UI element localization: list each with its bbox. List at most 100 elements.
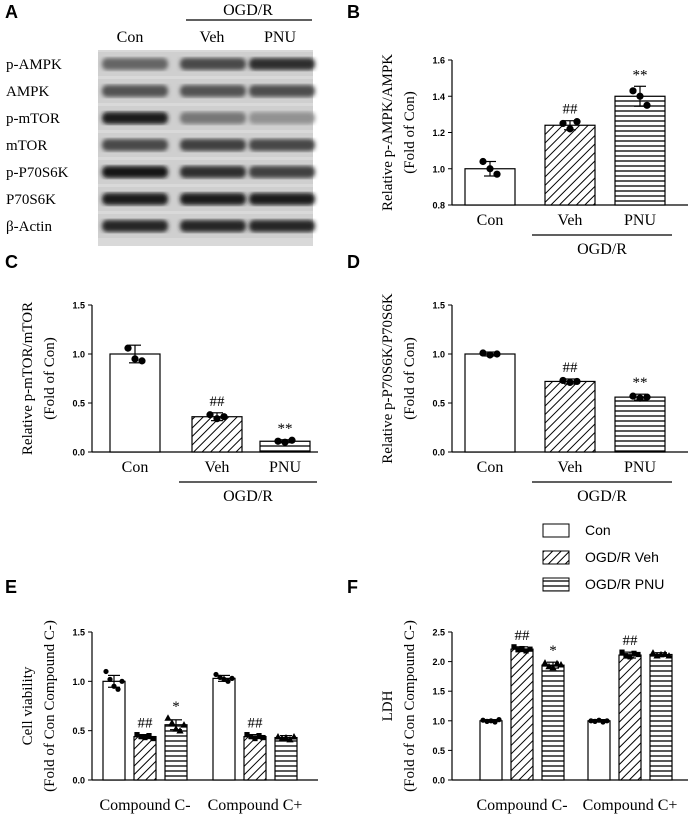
- data-point: [643, 101, 651, 109]
- bar: [212, 677, 236, 781]
- data-point: [643, 393, 651, 401]
- bar: [243, 735, 267, 781]
- bar: [274, 736, 298, 781]
- data-point: [274, 437, 282, 445]
- x-tick-label: PNU: [269, 459, 301, 476]
- significance-label: *: [549, 643, 557, 659]
- y-axis-label-unit: (Fold of Con Compound C-): [42, 620, 58, 792]
- y-axis-label: Relative p-P70S6K/P70S6K: [380, 293, 396, 464]
- data-point: [103, 668, 109, 675]
- data-point: [260, 734, 266, 741]
- bar: [164, 724, 188, 781]
- blot-band: [180, 58, 246, 70]
- data-point: [619, 649, 625, 655]
- y-tick-label: 0.0: [432, 448, 445, 458]
- data-point: [282, 733, 290, 741]
- blot-band: [249, 58, 315, 70]
- data-point: [286, 735, 294, 743]
- blot-row-label: p-P70S6K: [6, 165, 69, 181]
- y-tick-label: 0.5: [432, 746, 445, 756]
- data-point: [131, 355, 139, 363]
- chart-panel-e: 0.0 0.5 1.0 1.5 Cell viability (Fold of Con C…: [20, 620, 318, 814]
- data-point: [492, 719, 498, 725]
- y-axis-label-unit: (Fold of Con Compound C-): [402, 620, 418, 792]
- chart-panel-b: 0.8 1.0 1.2 1.4 1.6 Relative p-AMPK/AMPK (Fold…: [380, 54, 688, 258]
- data-point: [629, 87, 637, 95]
- data-point: [484, 718, 490, 724]
- y-tick-label: 1.5: [432, 301, 445, 311]
- y-tick-label: 1.4: [432, 92, 445, 102]
- x-tick-label: Veh: [558, 459, 583, 476]
- blot-band: [102, 58, 168, 70]
- data-point: [496, 717, 502, 723]
- x-group-label: OGD/R: [577, 241, 627, 258]
- blot-band: [102, 139, 168, 151]
- x-tick-label: Con: [477, 212, 504, 229]
- x-group-label: Compound C+: [208, 797, 303, 814]
- significance-label: ##: [248, 716, 264, 732]
- data-point: [627, 654, 633, 660]
- data-point: [479, 157, 487, 166]
- blot-band: [102, 220, 168, 232]
- x-group-label: Compound C-: [99, 797, 190, 814]
- data-point: [488, 718, 494, 724]
- blot-band: [249, 166, 315, 178]
- blot-band: [180, 220, 246, 232]
- blot-band: [249, 193, 315, 205]
- y-tick-label: 1.0: [432, 350, 445, 360]
- data-point: [213, 415, 221, 423]
- x-tick-label: PNU: [624, 212, 656, 229]
- data-point: [252, 735, 258, 742]
- panel-label-d: D: [347, 252, 360, 272]
- data-point: [493, 350, 501, 358]
- x-group-label: Compound C+: [583, 797, 678, 814]
- bar: [587, 720, 611, 781]
- significance-label: *: [172, 699, 180, 715]
- x-tick-label: Veh: [205, 459, 230, 476]
- bar: [479, 720, 503, 781]
- y-tick-label: 0.0: [432, 776, 445, 786]
- data-point: [288, 436, 296, 444]
- data-point: [221, 676, 227, 682]
- data-point: [635, 651, 641, 658]
- blot-band: [102, 112, 168, 124]
- legend-swatch-ogdr-veh: [542, 550, 570, 565]
- data-point: [573, 118, 581, 126]
- y-tick-label: 0.5: [72, 726, 85, 736]
- y-axis-label-unit: (Fold of Con): [402, 337, 418, 420]
- data-point: [553, 659, 561, 667]
- panel-label-c: C: [5, 252, 18, 272]
- data-point: [661, 650, 669, 657]
- data-point: [636, 92, 644, 100]
- data-point: [115, 686, 121, 692]
- blot-group-header: OGD/R: [223, 2, 273, 19]
- data-point: [107, 676, 113, 682]
- data-point: [604, 718, 610, 724]
- significance-label: ##: [138, 716, 154, 732]
- data-point: [229, 675, 235, 681]
- x-group-label: OGD/R: [577, 488, 627, 505]
- chart-panel-d: 0.0 0.5 1.0 1.5 Relative p-P70S6K/P70S6K (Fol…: [380, 293, 688, 505]
- data-point: [206, 411, 214, 419]
- significance-label: **: [278, 421, 293, 437]
- blot-band: [102, 166, 168, 178]
- data-point: [596, 717, 602, 723]
- significance-label: **: [633, 375, 648, 391]
- data-point: [150, 735, 156, 742]
- y-tick-label: 1.5: [72, 628, 85, 638]
- bar: [191, 416, 243, 453]
- data-point: [256, 733, 262, 739]
- data-point: [486, 351, 494, 359]
- bar: [614, 95, 666, 206]
- data-point: [168, 719, 176, 726]
- data-point: [217, 674, 223, 680]
- data-point: [559, 119, 567, 128]
- data-point: [566, 125, 574, 133]
- data-point: [511, 644, 517, 650]
- blot-band: [102, 85, 168, 97]
- bar: [541, 664, 565, 781]
- data-point: [631, 650, 637, 656]
- bar: [510, 648, 534, 781]
- data-point: [134, 732, 140, 738]
- legend-label-ogdr-veh: OGD/R Veh: [585, 549, 659, 565]
